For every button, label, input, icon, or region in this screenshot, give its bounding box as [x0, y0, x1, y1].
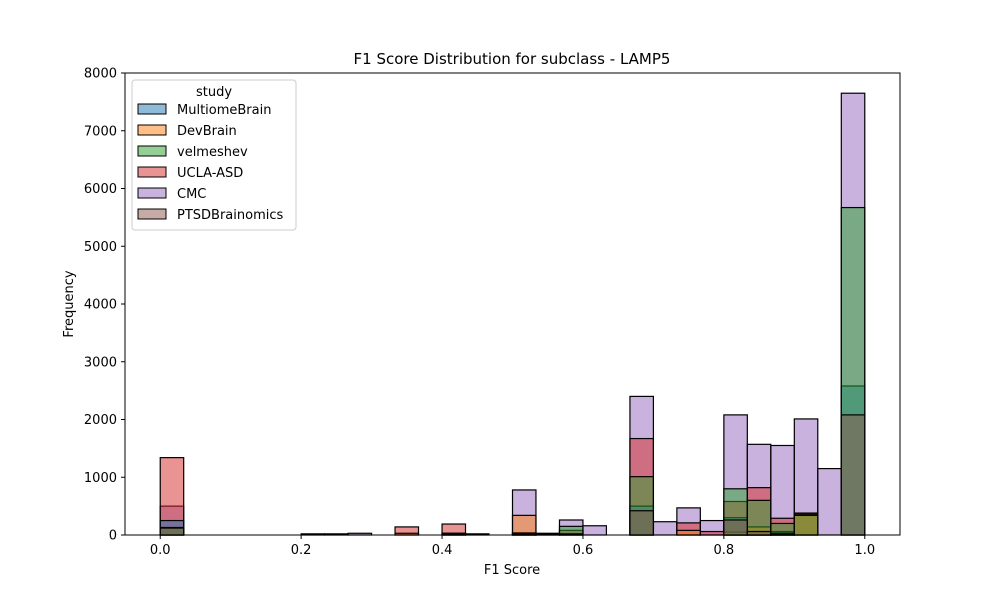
bar-ptsdbrainomics-24: [723, 519, 748, 536]
y-tick-label: 2000: [84, 413, 117, 428]
x-axis: 0.0 0.2 0.4 0.6 0.8 1.0: [150, 535, 875, 558]
y-tick-label: 8000: [84, 67, 117, 82]
bar-devbrain-22: [676, 529, 701, 536]
legend-label-devbrain: DevBrain: [177, 124, 237, 139]
x-tick-label: 0.8: [714, 543, 735, 558]
legend: study MultiomeBrain DevBrain velmeshev UCLA…: [131, 79, 297, 231]
x-tick-label: 0.4: [432, 543, 453, 558]
y-tick-label: 6000: [84, 182, 117, 197]
x-tick-label: 0.2: [291, 543, 312, 558]
bar-cmc-28: [817, 467, 842, 536]
x-axis-label: F1 Score: [484, 563, 540, 578]
y-tick-label: 5000: [84, 240, 117, 255]
legend-swatch-cmc: [137, 187, 167, 199]
y-axis-label: Frequency: [62, 270, 77, 337]
legend-label-ptsdbrainomics: PTSDBrainomics: [177, 208, 283, 223]
bar-cmc-21: [652, 521, 678, 536]
bar-devbrain-15: [511, 514, 537, 536]
y-tick-label: 1000: [84, 471, 117, 486]
chart-title: F1 Score Distribution for subclass - LAM…: [354, 50, 671, 68]
y-tick-label: 7000: [84, 124, 117, 139]
x-tick-label: 0.0: [150, 543, 171, 558]
bar-ptsdbrainomics-20: [629, 510, 655, 536]
y-tick-label: 4000: [84, 298, 117, 313]
bar-velmeshev-25: [746, 499, 772, 536]
x-tick-label: 1.0: [854, 543, 875, 558]
bar-velmeshev-27: [793, 514, 819, 536]
legend-label-cmc: CMC: [177, 187, 206, 202]
legend-label-multiomebrain: MultiomeBrain: [177, 103, 271, 118]
legend-swatch-ucla-asd: [137, 166, 167, 178]
y-tick-label: 3000: [84, 355, 117, 370]
bar-cmc-18: [582, 525, 608, 536]
bar-ptsdbrainomics-29: [840, 414, 866, 536]
legend-swatch-ptsdbrainomics: [137, 208, 167, 220]
bar-ptsdbrainomics-25: [746, 530, 772, 536]
bar-ucla-asd-23: [699, 530, 725, 536]
legend-swatch-velmeshev: [137, 145, 167, 157]
y-tick-label: 0: [109, 529, 117, 544]
y-axis: 0 1000 2000 3000 4000 5000 6000 7000 8000: [84, 67, 125, 544]
x-tick-label: 0.6: [573, 543, 594, 558]
bar-ptsdbrainomics-0: [159, 527, 185, 536]
legend-swatch-multiomebrain: [137, 103, 167, 115]
legend-label-velmeshev: velmeshev: [177, 145, 248, 160]
legend-swatch-devbrain: [137, 124, 167, 136]
legend-label-ucla-asd: UCLA-ASD: [177, 166, 243, 181]
legend-title: study: [196, 85, 232, 100]
legend-box: [131, 79, 297, 231]
